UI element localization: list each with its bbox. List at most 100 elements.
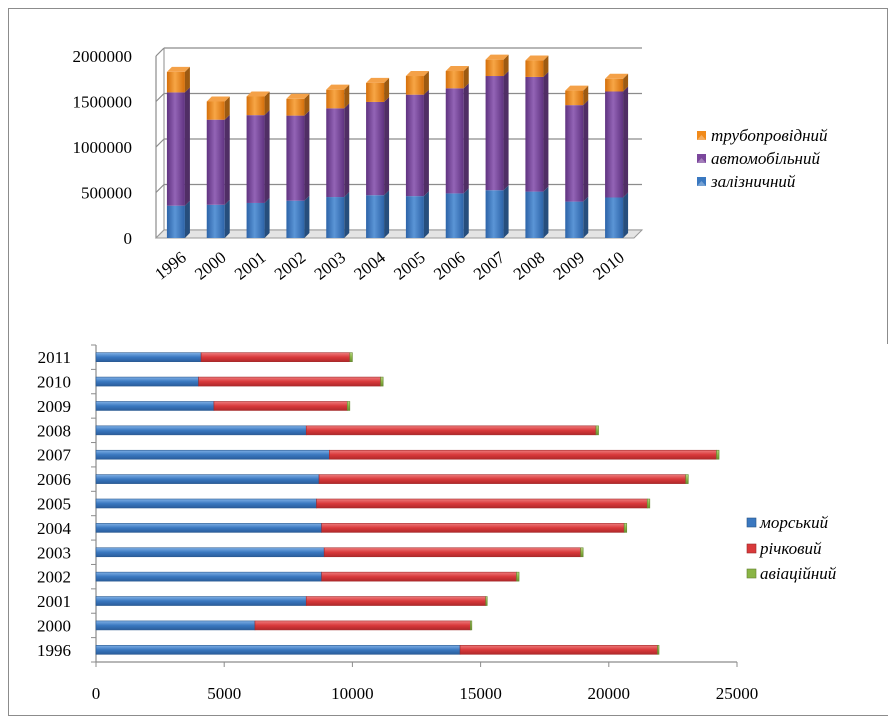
bar-top [565, 85, 589, 91]
y-tick-label: 2000 [37, 616, 71, 635]
bar-авіаційний [349, 352, 353, 362]
bar-морський [95, 571, 322, 582]
bar-side [304, 93, 310, 116]
bar-залізничний [525, 191, 544, 238]
bar-side [224, 96, 230, 120]
legend-label: авіаційний [760, 564, 837, 583]
bar-морський [95, 645, 461, 655]
bar-морський [95, 352, 202, 362]
bar-side [184, 66, 190, 93]
x-tick-label: 2001 [231, 248, 269, 284]
bar-side [543, 71, 549, 192]
bar-side [623, 73, 629, 92]
x-tick-label: 2004 [350, 247, 389, 283]
bar-річковий [305, 425, 597, 436]
bar-side [583, 196, 589, 238]
y-tick-label: 1500000 [73, 93, 133, 112]
bar-side [184, 200, 190, 238]
bar-side [224, 114, 230, 205]
bar-трубопровідний [485, 59, 504, 77]
x-tick-label: 2007 [470, 247, 509, 283]
y-tick-label: 2002 [37, 568, 71, 587]
x-tick-label: 2003 [311, 248, 349, 284]
x-tick-label: 10000 [331, 684, 374, 703]
bar-автомобільний [166, 92, 185, 206]
y-tick-label: 2006 [37, 470, 71, 489]
x-tick-label: 20000 [588, 684, 631, 703]
bar-top [605, 73, 629, 79]
bar-залізничний [246, 202, 265, 238]
bar-автомобільний [605, 91, 624, 198]
legend-swatch-tip [697, 181, 706, 186]
bar-side [503, 54, 509, 77]
bar-side [344, 192, 350, 238]
legend-swatch [746, 568, 757, 579]
bar-автомобільний [445, 88, 464, 194]
legend-swatch [746, 543, 757, 554]
x-tick-label: 1996 [151, 248, 189, 284]
bar-top [166, 66, 190, 72]
bar-річковий [200, 352, 351, 362]
bar-side [463, 66, 469, 89]
y-tick-label: 2011 [38, 348, 71, 367]
bar-side [423, 71, 429, 95]
y-tick-label: 1000000 [73, 138, 133, 157]
y-tick-label: 2008 [37, 421, 71, 440]
y-tick-label: 1996 [37, 641, 71, 660]
bar-side [384, 190, 390, 238]
x-tick-label: 2002 [271, 248, 309, 284]
bar-side [304, 195, 310, 238]
bar-трубопровідний [246, 96, 265, 116]
bar-автомобільний [206, 119, 225, 205]
legend-label: річковий [759, 539, 822, 558]
bar-залізничний [405, 196, 424, 238]
legend-swatch-tip [697, 135, 706, 140]
x-tick-label: 5000 [207, 684, 241, 703]
bar-side [463, 83, 469, 194]
bar-залізничний [366, 195, 385, 238]
x-tick-label: 2005 [390, 248, 428, 284]
bar-top [405, 71, 429, 77]
bar-залізничний [605, 197, 624, 238]
bar-side [384, 77, 390, 102]
bar-річковий [198, 376, 381, 387]
bar-side [503, 71, 509, 191]
bar-автомобільний [405, 94, 424, 197]
bar-side [503, 185, 509, 238]
bar-side [224, 199, 230, 238]
gridline-side [155, 93, 165, 102]
legend-swatch [746, 517, 757, 528]
bar-річковий [321, 571, 517, 582]
bar-side [384, 96, 390, 196]
bar-морський [95, 498, 317, 509]
y-tick-label: 500000 [81, 184, 132, 203]
gridline-side [155, 138, 165, 148]
bar-трубопровідний [525, 60, 544, 77]
bar-side [344, 84, 350, 109]
bar-авіаційний [623, 523, 628, 533]
y-tick-label: 2000000 [73, 47, 133, 66]
bar-side [463, 188, 469, 238]
bar-морський [95, 401, 215, 411]
x-tick-label: 2010 [589, 248, 627, 284]
bar-трубопровідний [366, 82, 385, 102]
bar-залізничний [565, 201, 584, 238]
bar-side [184, 87, 190, 206]
chart-floor [154, 229, 644, 239]
bar-залізничний [445, 193, 464, 238]
bar-авіаційний [580, 547, 584, 558]
bar-морський [95, 449, 330, 460]
bar-side [543, 55, 549, 77]
bar-трубопровідний [605, 78, 624, 92]
bar-трубопровідний [405, 76, 424, 95]
x-tick-label: 0 [92, 684, 101, 703]
bar-side [264, 197, 270, 238]
bar-авіаційний [380, 376, 384, 387]
y-tick-label: 2003 [37, 543, 71, 562]
bar-залізничний [286, 200, 305, 238]
bar-автомобільний [366, 101, 385, 196]
bar-side [304, 110, 310, 201]
bar-автомобільний [246, 115, 265, 203]
bar-авіаційний [516, 571, 520, 582]
bar-залізничний [206, 204, 225, 238]
